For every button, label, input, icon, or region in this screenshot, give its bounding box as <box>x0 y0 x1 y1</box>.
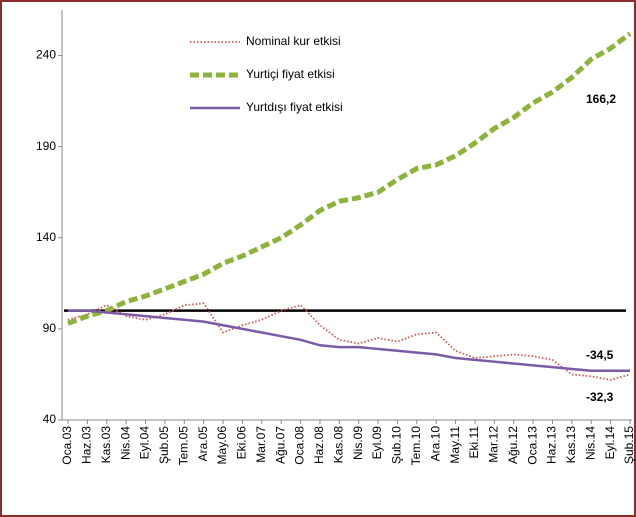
annotation: 166,2 <box>586 92 616 106</box>
series-line <box>67 31 632 326</box>
x-tick-label: Mar.07 <box>254 426 268 463</box>
y-tick-label: 140 <box>36 230 56 244</box>
x-tick-label: Eyl.14 <box>603 426 617 460</box>
annotation: -34,5 <box>586 348 614 362</box>
x-tick-label: Eyl.09 <box>370 426 384 460</box>
x-tick-label: Tem.05 <box>176 426 190 466</box>
y-tick-label: 40 <box>43 412 57 426</box>
x-tick-label: Şub.10 <box>390 426 404 464</box>
legend-label: Nominal kur etkisi <box>246 34 341 48</box>
x-tick-label: Eki.06 <box>235 426 249 460</box>
annotation: -32,3 <box>586 390 614 404</box>
x-tick-label: Haz.13 <box>545 426 559 464</box>
x-tick-label: Eki.11 <box>467 426 481 459</box>
x-tick-label: Oca.08 <box>293 426 307 465</box>
x-tick-label: Oca.13 <box>525 426 539 465</box>
x-tick-label: Tem.10 <box>409 426 423 466</box>
series-line <box>68 309 630 373</box>
x-tick-label: May.11 <box>448 426 462 464</box>
x-tick-label: Kas.03 <box>99 426 113 464</box>
y-tick-label: 90 <box>43 321 57 335</box>
x-tick-label: Nis.04 <box>118 426 132 460</box>
x-tick-label: Eyl.04 <box>138 426 152 460</box>
x-tick-label: Nis.09 <box>351 426 365 460</box>
x-tick-label: Nis.14 <box>583 426 597 460</box>
x-tick-label: Ara.10 <box>428 426 442 462</box>
x-tick-label: Haz.03 <box>80 426 94 464</box>
x-tick-label: May.06 <box>215 426 229 465</box>
x-tick-label: Ara.05 <box>196 426 210 462</box>
legend-label: Yurtiçi fiyat etkisi <box>246 67 335 81</box>
x-tick-label: Kas.13 <box>564 426 578 464</box>
series-line <box>67 302 631 381</box>
x-tick-label: Şub.15 <box>622 426 636 464</box>
x-tick-label: Oca.03 <box>60 426 74 465</box>
x-tick-label: Ağu.07 <box>273 426 287 464</box>
x-tick-label: Haz.08 <box>312 426 326 464</box>
x-tick-label: Şub.05 <box>157 426 171 464</box>
x-tick-label: Mar.12 <box>487 426 501 463</box>
x-tick-label: Ağu.12 <box>506 426 520 464</box>
y-tick-label: 240 <box>36 48 56 62</box>
legend-label: Yurtdışı fiyat etkisi <box>246 100 343 114</box>
x-tick-label: Kas.08 <box>331 426 345 464</box>
y-tick-label: 190 <box>36 139 56 153</box>
